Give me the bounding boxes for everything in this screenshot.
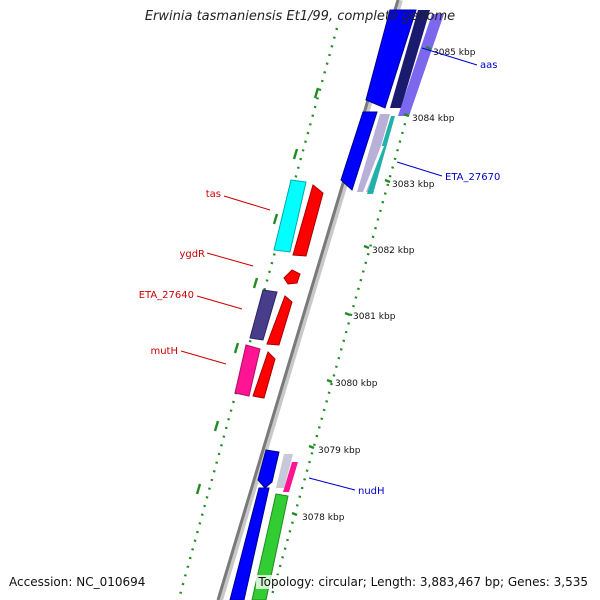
leader-eta27670 (396, 161, 443, 177)
tick-label-3080: 3080 kbp (335, 379, 378, 389)
gene-label-tas: tas (206, 189, 221, 200)
gene-aas-lavender (398, 14, 444, 116)
gene-nudH-blue (257, 449, 280, 489)
gene-label-mutH: mutH (150, 346, 178, 357)
tick-label-3084: 3084 kbp (412, 114, 455, 124)
gene-aas-navy (390, 10, 430, 108)
leader-eta27640 (196, 295, 243, 310)
tick-label-3082: 3082 kbp (372, 246, 415, 256)
outer-dash-marks (195, 87, 320, 495)
tick-label-3078: 3078 kbp (302, 513, 345, 523)
tick-label-3081: 3081 kbp (353, 312, 396, 322)
tick-label-3079: 3079 kbp (318, 446, 361, 456)
gene-tas-cyan (273, 179, 307, 253)
accession-text: Accession: NC_010694 (9, 575, 146, 589)
gene-label-ygdR: ygdR (179, 249, 205, 260)
leader-aas (421, 47, 478, 66)
leader-ygdR (206, 252, 254, 267)
leader-tas (223, 195, 271, 211)
gene-eta27640-slate (249, 289, 278, 341)
gene-label-eta27640: ETA_27640 (139, 290, 194, 301)
tick-label-3085: 3085 kbp (433, 48, 476, 58)
gene-aas-blue-outer (365, 9, 417, 109)
tick-label-3083: 3083 kbp (392, 180, 435, 190)
gene-bottom-blue (229, 487, 270, 600)
gene-nudH-magenta (283, 462, 298, 492)
leader-nudH (308, 477, 356, 491)
gene-label-eta27670: ETA_27670 (445, 172, 500, 183)
gene-eta27670-blue (340, 111, 378, 191)
gene-eta27670-gray (357, 114, 390, 192)
gene-eta27640-red (266, 295, 293, 346)
gene-nudH-gray (276, 454, 293, 488)
gene-tas-red (292, 184, 324, 257)
inner-dash-marks (291, 45, 432, 517)
gene-label-aas: aas (480, 60, 497, 71)
gene-eta27670-white (363, 146, 384, 192)
gene-eta27670-cyan (367, 116, 395, 194)
gene-label-nudH: nudH (358, 486, 385, 497)
gene-ygdR-red (283, 269, 301, 285)
genome-summary: Topology: circular; Length: 3,883,467 bp… (256, 575, 590, 589)
leader-mutH (180, 350, 227, 365)
map-title: Erwinia tasmaniensis Et1/99, complete ge… (144, 9, 456, 24)
gene-bottom-green (251, 493, 289, 600)
gene-mutH-red (252, 351, 276, 399)
gene-mutH-magenta (234, 344, 261, 397)
